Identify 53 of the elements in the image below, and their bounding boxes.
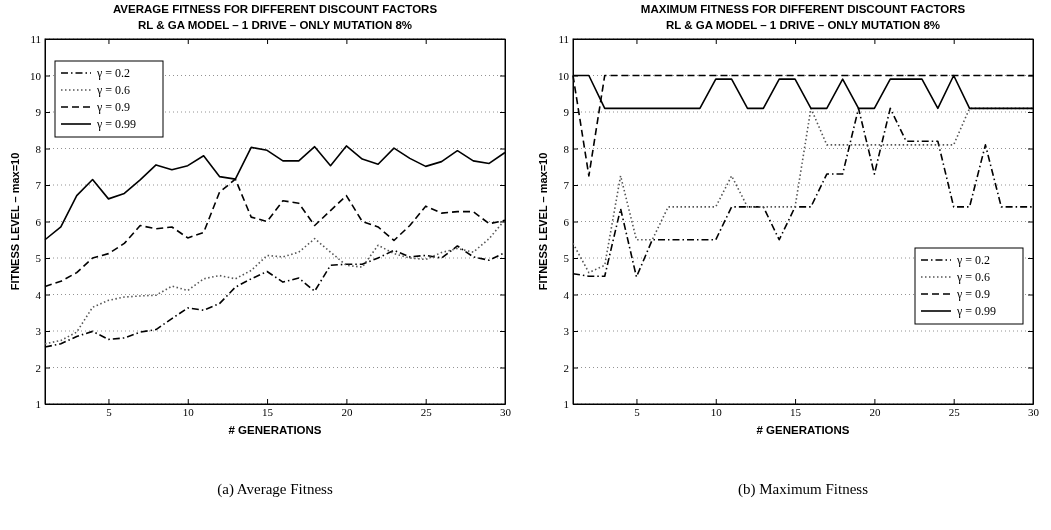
y-tick-label: 3 [35, 325, 42, 338]
y-axis-title: FITNESS LEVEL – max=10 [537, 152, 549, 291]
x-tick-label: 15 [790, 405, 802, 418]
legend-label: γ = 0.9 [96, 100, 131, 114]
legend-label: γ = 0.2 [956, 253, 991, 267]
y-tick-label: 8 [563, 142, 570, 155]
y-tick-label: 10 [558, 69, 570, 82]
x-tick-label: 20 [341, 405, 353, 418]
x-tick-label: 20 [869, 405, 881, 418]
x-tick-label: 30 [1028, 405, 1040, 418]
y-tick-label: 8 [35, 142, 42, 155]
y-tick-label: 6 [35, 215, 42, 228]
x-tick-label: 10 [182, 405, 195, 418]
y-tick-label: 5 [563, 252, 570, 265]
x-tick-label: 10 [710, 405, 723, 418]
y-tick-label: 6 [563, 215, 570, 228]
y-axis-title: FITNESS LEVEL – max=10 [9, 152, 21, 291]
text: (b) Maximum Fitness [738, 481, 869, 498]
y-tick-label: 11 [558, 33, 569, 46]
y-tick-label: 9 [35, 106, 42, 119]
y-tick-label: 7 [563, 179, 570, 192]
chart-subtitle: RL & GA MODEL – 1 DRIVE – ONLY MUTATION 8% [665, 19, 941, 31]
text: (a) Average Fitness [217, 481, 333, 498]
y-tick-label: 7 [35, 179, 42, 192]
chart-title: MAXIMUM FITNESS FOR DIFFERENT DISCOUNT FACTORS [640, 3, 966, 15]
x-tick-label: 25 [948, 405, 961, 418]
legend-label: γ = 0.6 [956, 270, 991, 284]
chart-title: AVERAGE FITNESS FOR DIFFERENT DISCOUNT FACTORS [112, 3, 438, 15]
y-tick-label: 10 [30, 69, 42, 82]
y-tick-label: 11 [30, 33, 41, 46]
y-tick-label: 9 [563, 106, 570, 119]
legend-label: γ = 0.99 [956, 304, 997, 318]
x-axis-title: # GENERATIONS [228, 424, 322, 436]
line-series [44, 218, 506, 345]
legend-label: γ = 0.99 [96, 117, 137, 131]
y-tick-label: 2 [563, 361, 569, 374]
x-tick-label: 5 [106, 405, 113, 418]
y-tick-label: 1 [563, 398, 569, 411]
y-tick-label: 3 [563, 325, 570, 338]
x-tick-label: 25 [420, 405, 433, 418]
y-tick-label: 1 [35, 398, 41, 411]
y-tick-label: 4 [35, 288, 42, 301]
legend-label: γ = 0.9 [956, 287, 991, 301]
y-tick-label: 2 [35, 361, 41, 374]
x-tick-label: 15 [262, 405, 274, 418]
legend-label: γ = 0.6 [96, 83, 131, 97]
x-tick-label: 5 [634, 405, 641, 418]
x-tick-label: 30 [500, 405, 512, 418]
chart-subtitle: RL & GA MODEL – 1 DRIVE – ONLY MUTATION 8% [137, 19, 413, 31]
y-tick-label: 5 [35, 252, 42, 265]
legend-label: γ = 0.2 [96, 66, 131, 80]
x-axis-title: # GENERATIONS [756, 424, 850, 436]
y-tick-label: 4 [563, 288, 570, 301]
